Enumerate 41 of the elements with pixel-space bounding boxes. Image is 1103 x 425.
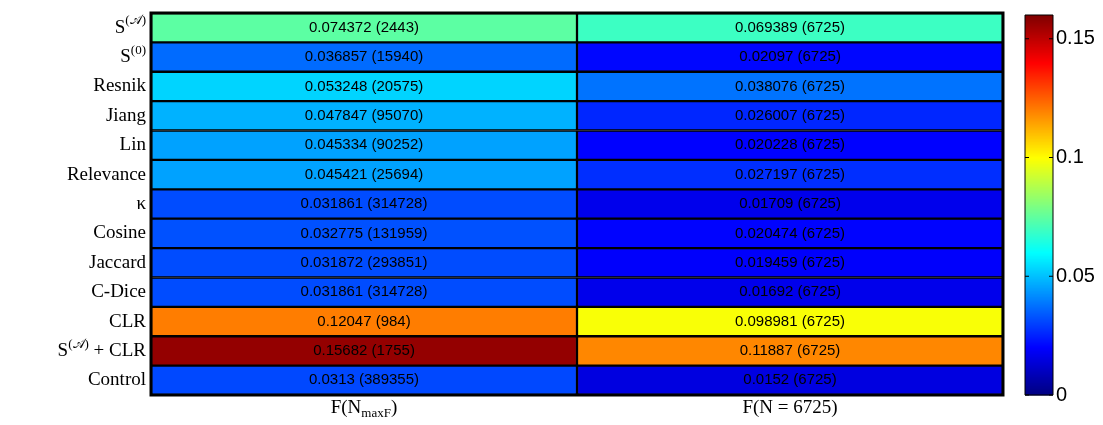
y-tick-label: C-Dice xyxy=(91,280,147,302)
color-bar-label: 0.1 xyxy=(1056,145,1084,168)
y-tick-label: Resnik xyxy=(93,74,147,96)
data-label: 0.01709 (6725) xyxy=(739,194,841,212)
data-label: 0.01692 (6725) xyxy=(739,282,841,300)
data-label: 0.053248 (20575) xyxy=(304,76,424,94)
y-tick-label: Control xyxy=(87,368,146,390)
data-label: 0.02097 (6725) xyxy=(739,47,841,65)
data-label: 0.045334 (90252) xyxy=(304,135,424,153)
data-label: 0.15682 (1755) xyxy=(313,341,415,359)
data-label: 0.098981 (6725) xyxy=(734,311,846,329)
data-label: 0.031861 (314728) xyxy=(300,282,428,300)
data-label: 0.11887 (6725) xyxy=(739,341,841,359)
color-bar-label: 0 xyxy=(1056,382,1068,405)
data-label: 0.031861 (314728) xyxy=(300,194,428,212)
y-tick-label: Cosine xyxy=(93,221,146,243)
y-tick-label: Jaccard xyxy=(89,250,147,272)
data-label: 0.0313 (389355) xyxy=(308,370,420,388)
data-label: 0.019459 (6725) xyxy=(734,252,846,270)
y-tick-label: Lin xyxy=(119,133,147,155)
data-label: 0.074372 (2443) xyxy=(308,17,420,35)
data-label: 0.026007 (6725) xyxy=(734,105,846,123)
data-label: 0.038076 (6725) xyxy=(734,76,846,94)
data-label: 0.020228 (6725) xyxy=(734,135,846,153)
data-label: 0.045421 (25694) xyxy=(304,164,424,182)
data-label: 0.031872 (293851) xyxy=(300,252,428,270)
y-tick-label: Relevance xyxy=(66,162,147,184)
data-label: 0.069389 (6725) xyxy=(734,17,846,35)
y-tick-label: CLR xyxy=(109,309,147,331)
y-tick-label: Jiang xyxy=(105,103,147,125)
y-tick-label: κ xyxy=(136,191,147,213)
data-label: 0.047847 (95070) xyxy=(304,105,424,123)
data-label: 0.0152 (6725) xyxy=(743,370,837,388)
data-label: 0.032775 (131959) xyxy=(300,223,428,241)
x-tick-label: F(N = 6725) xyxy=(742,395,838,418)
color-bar-label: 0.05 xyxy=(1056,263,1095,286)
color-bar-label: 0.15 xyxy=(1056,26,1095,49)
data-label: 0.12047 (984) xyxy=(317,311,411,329)
data-label: 0.020474 (6725) xyxy=(734,223,846,241)
data-label: 0.027197 (6725) xyxy=(734,164,846,182)
data-label: 0.036857 (15940) xyxy=(304,47,424,65)
